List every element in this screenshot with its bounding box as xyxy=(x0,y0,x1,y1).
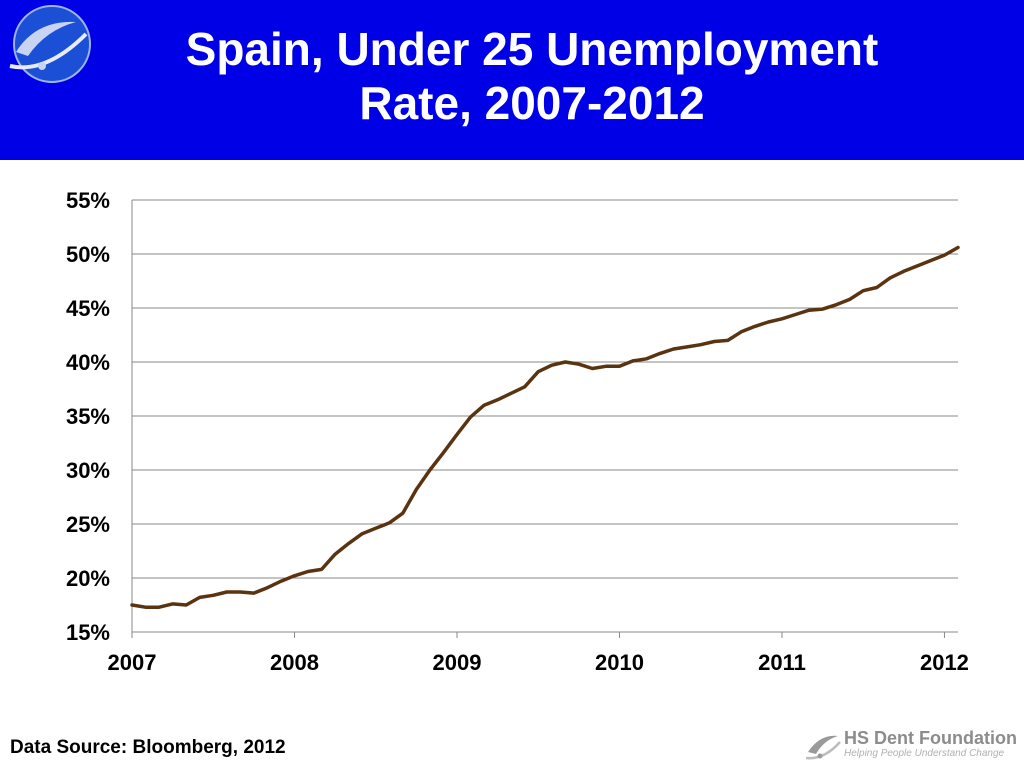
y-tick-label: 45% xyxy=(66,296,110,321)
series xyxy=(130,245,960,609)
y-tick-label: 25% xyxy=(66,512,110,537)
hs-dent-foundation-logo: HS Dent Foundation Helping People Unders… xyxy=(806,726,1020,766)
x-tick-label: 2007 xyxy=(108,650,157,675)
hs-dent-foundation-logo-icon xyxy=(806,735,841,760)
y-tick-label: 40% xyxy=(66,350,110,375)
data-source-note: Data Source: Bloomberg, 2012 xyxy=(10,737,286,758)
y-tick-label: 15% xyxy=(66,620,110,645)
footer-tagline: Helping People Understand Change xyxy=(844,748,1005,759)
title-banner: Spain, Under 25 Unemployment Rate, 2007-… xyxy=(0,0,1024,160)
y-tick-label: 50% xyxy=(66,242,110,267)
title-line-2: Rate, 2007-2012 xyxy=(359,77,705,129)
y-tick-label: 35% xyxy=(66,404,110,429)
x-tick-label: 2008 xyxy=(270,650,319,675)
y-tick-label: 55% xyxy=(66,188,110,213)
x-tick-labels: 2007 2008 2009 2010 2011 2012 xyxy=(108,650,969,675)
x-tick-label: 2009 xyxy=(433,650,482,675)
axes xyxy=(131,200,958,638)
gridlines xyxy=(132,199,958,579)
y-tick-labels: 15% 20% 25% 30% 35% 40% 45% 50% 55% xyxy=(66,188,110,645)
x-tick-label: 2010 xyxy=(595,650,644,675)
y-tick-label: 30% xyxy=(66,458,110,483)
swirl-logo-icon xyxy=(9,5,91,83)
y-tick-label: 20% xyxy=(66,566,110,591)
x-tick-label: 2012 xyxy=(920,650,969,675)
x-tick-label: 2011 xyxy=(758,650,806,675)
series-line-0 xyxy=(130,245,960,609)
title-line-1: Spain, Under 25 Unemployment xyxy=(185,23,879,75)
footer-brand-name: HS Dent Foundation xyxy=(844,728,1017,748)
page-title: Spain, Under 25 Unemployment Rate, 2007-… xyxy=(40,22,1024,130)
